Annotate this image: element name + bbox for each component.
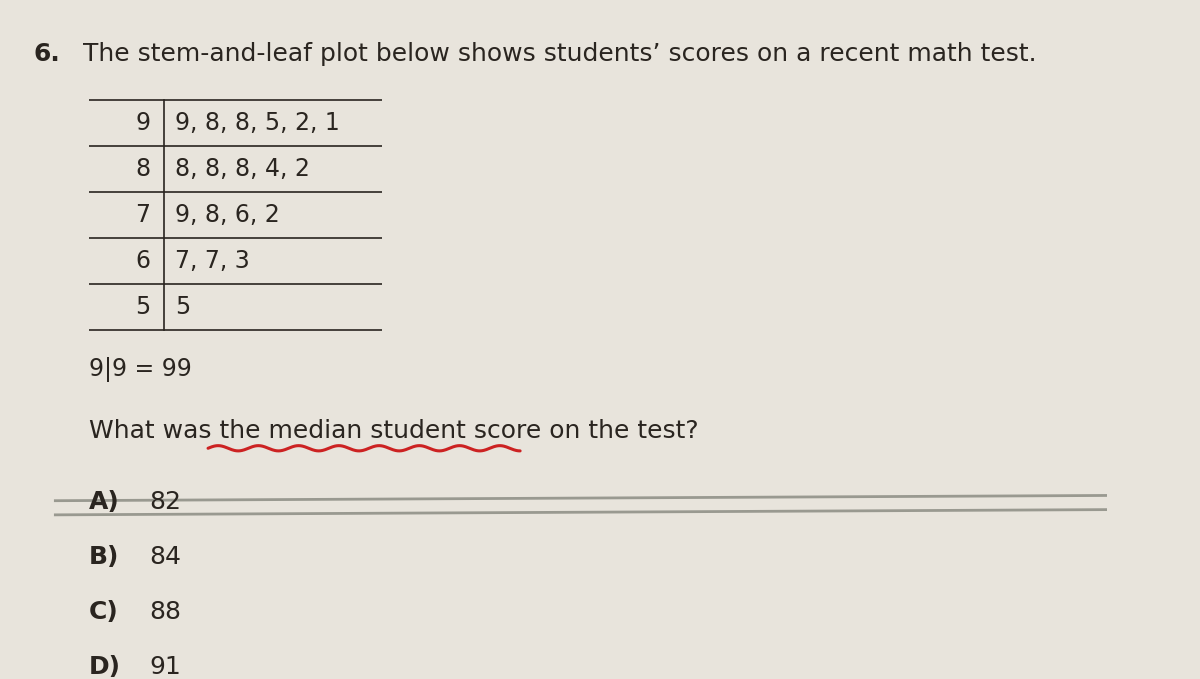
Text: 5: 5 bbox=[136, 295, 150, 319]
Text: C): C) bbox=[89, 600, 119, 624]
Text: 7, 7, 3: 7, 7, 3 bbox=[175, 249, 250, 273]
Text: B): B) bbox=[89, 545, 119, 569]
Text: 91: 91 bbox=[149, 655, 181, 679]
Text: 9: 9 bbox=[136, 111, 150, 134]
Text: 5: 5 bbox=[175, 295, 190, 319]
Text: The stem-and-leaf plot below shows students’ scores on a recent math test.: The stem-and-leaf plot below shows stude… bbox=[83, 42, 1037, 66]
Text: A): A) bbox=[89, 490, 119, 514]
Text: 84: 84 bbox=[149, 545, 181, 569]
Text: 8: 8 bbox=[136, 157, 150, 181]
Text: 8, 8, 8, 4, 2: 8, 8, 8, 4, 2 bbox=[175, 157, 310, 181]
Text: 6: 6 bbox=[136, 249, 150, 273]
Text: D): D) bbox=[89, 655, 120, 679]
Text: 9|9 = 99: 9|9 = 99 bbox=[89, 356, 191, 382]
Text: What was the median student score on the test?: What was the median student score on the… bbox=[89, 420, 698, 443]
Text: 9, 8, 6, 2: 9, 8, 6, 2 bbox=[175, 203, 280, 227]
Text: 82: 82 bbox=[149, 490, 181, 514]
Text: 9, 8, 8, 5, 2, 1: 9, 8, 8, 5, 2, 1 bbox=[175, 111, 340, 134]
Text: 88: 88 bbox=[149, 600, 181, 624]
Text: 7: 7 bbox=[136, 203, 150, 227]
Text: 6.: 6. bbox=[34, 42, 60, 66]
